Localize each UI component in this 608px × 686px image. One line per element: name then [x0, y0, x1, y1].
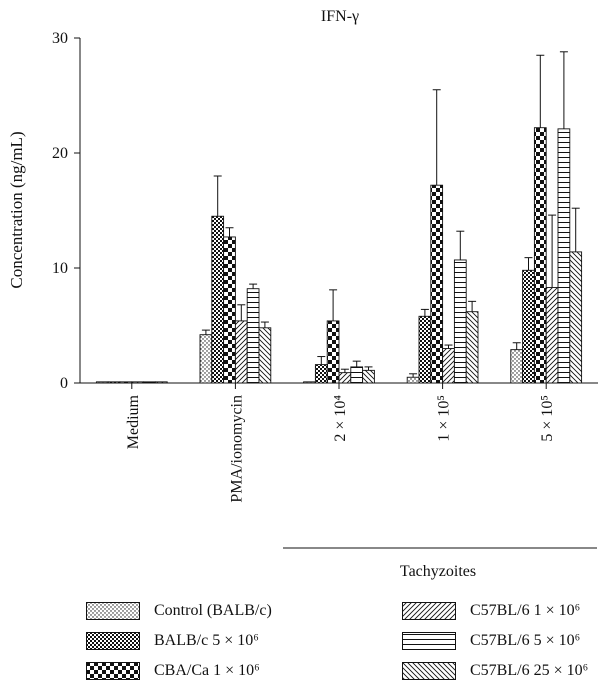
x-tick-label: 5 × 10⁵ — [539, 395, 556, 442]
bar — [533, 127, 547, 384]
x-tick-labels: Medium PMA/ionomycin 2 × 10⁴ 1 × 10⁵ 5 × 10⁵ — [125, 394, 556, 502]
bar — [107, 381, 121, 384]
x-tick-label: 2 × 10⁴ — [332, 395, 349, 442]
bar — [442, 348, 455, 384]
y-tick-label: 0 — [60, 375, 68, 392]
y-tick-label: 30 — [52, 30, 68, 47]
bar — [569, 251, 583, 384]
axes: 0 10 20 30 — [52, 30, 598, 392]
x-tick-label: 1 × 10⁵ — [436, 395, 453, 442]
y-tick-label: 10 — [52, 260, 68, 277]
bar — [131, 381, 145, 384]
bar — [465, 311, 479, 384]
bar — [95, 381, 109, 384]
bar — [453, 259, 467, 384]
chart-title: IFN-γ — [321, 8, 359, 25]
bar — [234, 320, 248, 384]
bar — [545, 287, 559, 384]
bar — [418, 315, 432, 384]
x-tick-label: Medium — [125, 394, 142, 449]
bars — [95, 127, 583, 384]
bar — [362, 369, 375, 384]
bar — [510, 349, 524, 384]
bar — [430, 184, 444, 384]
x-tick-label: PMA/ionomycin — [228, 395, 245, 503]
bar — [338, 372, 352, 384]
bar — [258, 327, 272, 384]
bar — [154, 381, 168, 384]
bar — [303, 381, 316, 384]
bar — [350, 366, 364, 384]
group-label: Tachyzoites — [400, 563, 476, 580]
bar — [119, 381, 133, 384]
bar — [223, 236, 236, 384]
error-bars — [201, 51, 580, 378]
y-axis-label: Concentration (ng/mL) — [7, 131, 26, 288]
bar — [406, 376, 420, 384]
bar — [199, 334, 213, 384]
bar — [143, 381, 156, 384]
bar — [557, 128, 571, 384]
bar — [246, 288, 260, 384]
bar — [522, 269, 535, 384]
bar — [211, 215, 225, 384]
y-tick-label: 20 — [52, 145, 68, 162]
bar — [314, 364, 328, 384]
bar — [326, 320, 340, 384]
